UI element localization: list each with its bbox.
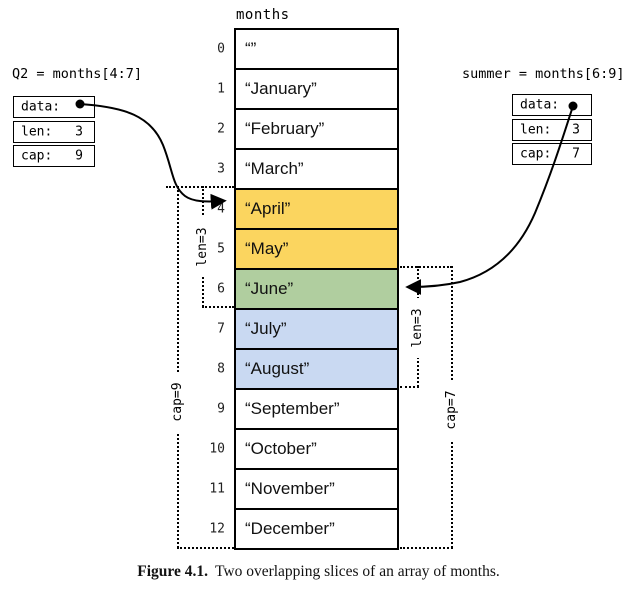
- cell-value: “February”: [245, 119, 325, 138]
- cell-value: “September”: [245, 399, 340, 418]
- array-title: months: [236, 7, 290, 23]
- q2-len-label: len:: [21, 124, 53, 139]
- array-cell: 9 “September”: [217, 388, 397, 428]
- array-cell: 11 “November”: [209, 468, 397, 508]
- summer-len-value: 3: [572, 122, 580, 137]
- cell-index: 8: [217, 361, 225, 377]
- summer-cap-label: cap:: [520, 146, 552, 162]
- cell-index: 11: [209, 481, 225, 497]
- q2-data-row: data:: [13, 96, 95, 118]
- summer-bracket-top-line: [400, 266, 452, 268]
- cell-value: “”: [245, 39, 257, 58]
- cell-value: “August”: [245, 359, 310, 378]
- cell-index: 6: [217, 281, 225, 297]
- summer-len-bracket-bottom-line: [400, 386, 419, 388]
- months-array: 0 “” 1 “January” 2 “February” 3 “March” …: [209, 28, 399, 550]
- cell-index: 10: [209, 441, 225, 457]
- cell-index: 7: [217, 321, 225, 337]
- summer-slice-struct: data: len: 3 cap: 7: [512, 94, 592, 168]
- cell-index: 5: [217, 241, 225, 257]
- array-cell: 2 “February”: [217, 108, 397, 148]
- summer-cap-value: 7: [572, 146, 580, 162]
- figure-caption-number: Figure 4.1.: [137, 563, 208, 580]
- cell-value: “June”: [245, 279, 294, 298]
- array-cell: 6 “June”: [217, 268, 397, 308]
- cell-value: “December”: [245, 519, 335, 538]
- cell-index: 9: [217, 401, 225, 417]
- cell-value: “January”: [245, 79, 317, 98]
- cell-value: “April”: [245, 199, 291, 218]
- summer-len-bracket-label: len=3: [410, 298, 426, 358]
- summer-data-row: data:: [512, 94, 592, 116]
- cell-index: 4: [217, 201, 225, 217]
- cell-value: “July”: [245, 319, 287, 338]
- summer-len-row: len: 3: [512, 118, 592, 141]
- cell-index: 12: [209, 521, 225, 537]
- q2-cap-bracket-label: cap=9: [170, 372, 186, 432]
- q2-slice-struct: data: len: 3 cap: 9: [13, 96, 95, 170]
- q2-cap-bracket-line: [177, 186, 179, 548]
- array-cell: 8 “August”: [217, 348, 397, 388]
- q2-cap-label: cap:: [21, 148, 53, 164]
- summer-cap-bracket-bottom-line: [400, 547, 453, 549]
- cell-index: 2: [217, 121, 225, 137]
- cell-value: “May”: [245, 239, 289, 258]
- array-cell: 3 “March”: [217, 148, 397, 188]
- summer-cap-bracket-label: cap=7: [444, 380, 460, 440]
- q2-len-value: 3: [75, 124, 83, 139]
- q2-len-bracket-bottom-line: [202, 306, 234, 308]
- array-cell: 10 “October”: [209, 428, 397, 468]
- array-cell: 5 “May”: [217, 228, 397, 268]
- cell-index: 3: [217, 161, 225, 177]
- cell-value: “November”: [245, 479, 335, 498]
- q2-cap-row: cap: 9: [13, 145, 95, 167]
- summer-cap-row: cap: 7: [512, 143, 592, 165]
- figure-caption: Figure 4.1. Two overlapping slices of an …: [0, 563, 637, 581]
- q2-len-row: len: 3: [13, 120, 95, 143]
- array-cell: 12 “December”: [209, 508, 397, 548]
- cell-value: “October”: [245, 439, 317, 458]
- array-cell: 7 “July”: [217, 308, 397, 348]
- q2-data-label: data:: [21, 99, 61, 115]
- q2-slice-title: Q2 = months[4:7]: [12, 66, 143, 82]
- q2-cap-bracket-bottom-line: [177, 547, 234, 549]
- q2-cap-value: 9: [75, 148, 83, 164]
- figure-caption-text: Two overlapping slices of an array of mo…: [215, 563, 500, 580]
- array-cell: 1 “January”: [217, 68, 397, 108]
- cell-value: “March”: [245, 159, 304, 178]
- array-cell: 0 “”: [217, 30, 397, 68]
- array-cell: 4 “April”: [217, 188, 397, 228]
- summer-data-label: data:: [520, 97, 560, 113]
- cell-index: 0: [217, 41, 225, 57]
- summer-len-label: len:: [520, 122, 552, 137]
- summer-slice-title: summer = months[6:9]: [462, 66, 625, 82]
- q2-len-bracket-label: len=3: [195, 217, 211, 277]
- cell-index: 1: [217, 81, 225, 97]
